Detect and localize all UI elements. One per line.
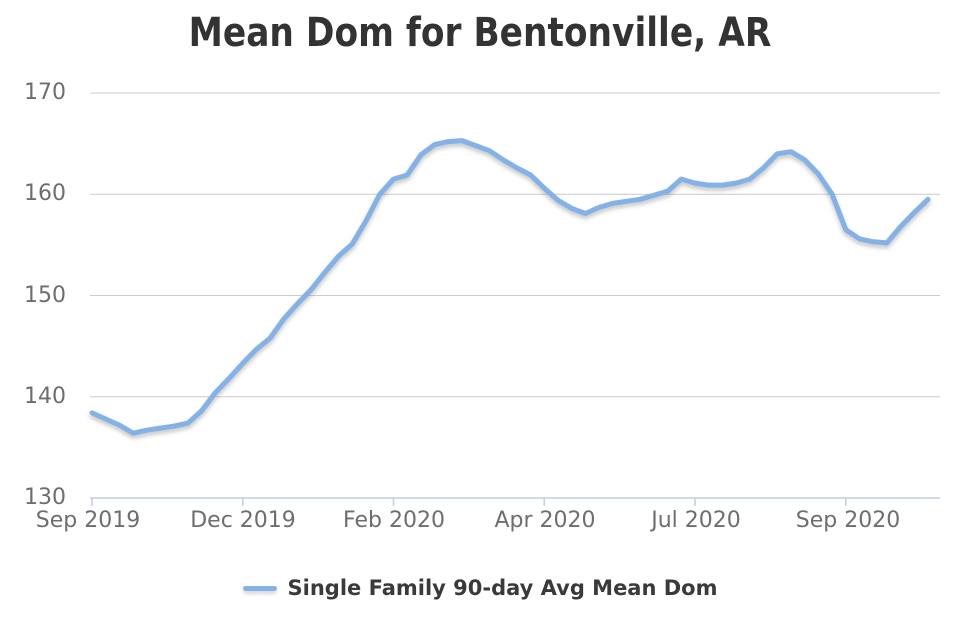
x-axis-tick-label: Dec 2019 — [190, 508, 296, 533]
x-axis-tick-label: Jul 2020 — [651, 508, 741, 533]
chart-title: Mean Dom for Bentonville, AR — [188, 10, 772, 56]
x-axis-tick-label: Sep 2020 — [795, 508, 901, 533]
legend-item[interactable]: Single Family 90-day Avg Mean Dom — [0, 576, 960, 600]
x-axis-tick-label: Apr 2020 — [494, 508, 596, 533]
legend-label: Single Family 90-day Avg Mean Dom — [287, 576, 718, 600]
series-line — [89, 138, 931, 436]
y-axis-tick-label: 130 — [24, 485, 66, 510]
y-axis-tick-label: 140 — [24, 384, 66, 409]
y-axis-tick-label: 150 — [24, 283, 66, 308]
y-axis-tick-label: 160 — [24, 181, 66, 206]
x-axis-tick-label: Sep 2019 — [35, 508, 141, 533]
legend-line-swatch-icon — [242, 585, 277, 591]
y-axis-tick-label: 170 — [24, 80, 66, 105]
x-axis-tick-label: Feb 2020 — [343, 508, 445, 533]
